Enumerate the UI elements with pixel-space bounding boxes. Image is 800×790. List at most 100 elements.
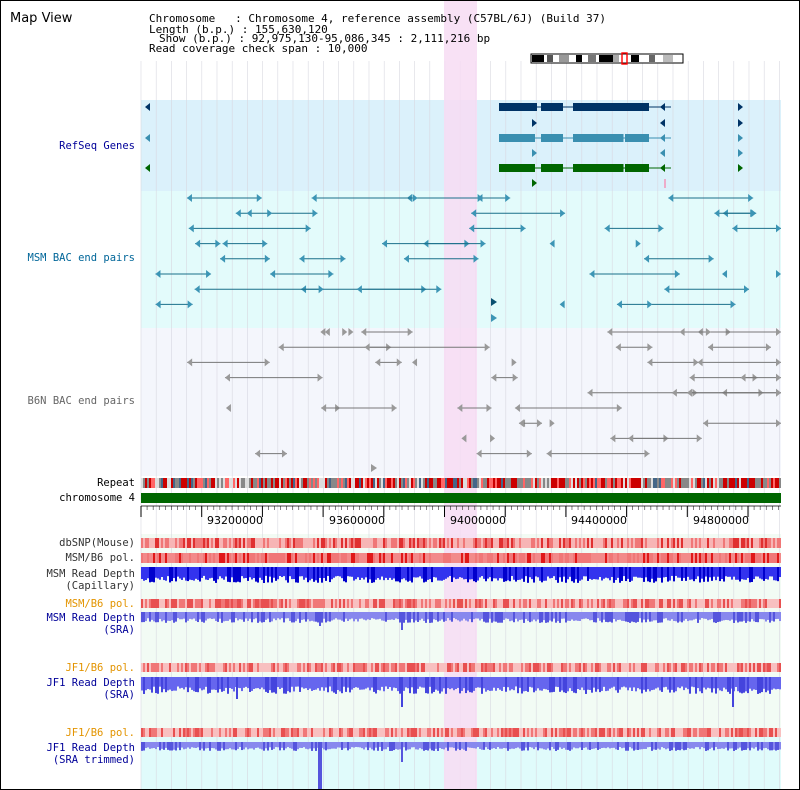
polymorphism-cell bbox=[155, 538, 157, 548]
repeat-segment bbox=[285, 478, 287, 488]
read-depth-bar bbox=[683, 612, 685, 621]
polymorphism-cell bbox=[507, 599, 509, 608]
repeat-segment bbox=[619, 478, 621, 488]
polymorphism-cell bbox=[663, 663, 665, 672]
repeat-segment bbox=[417, 478, 419, 488]
bac-end-marker bbox=[220, 254, 226, 263]
polymorphism-cell bbox=[709, 538, 711, 548]
read-depth-bar bbox=[759, 677, 761, 694]
polymorphism-cell bbox=[649, 538, 651, 548]
polymorphism-cell bbox=[413, 538, 415, 548]
ruler-tick-label: 94000000 bbox=[450, 514, 506, 527]
read-depth-bar bbox=[371, 612, 373, 619]
read-depth-bar bbox=[205, 742, 207, 749]
polymorphism-cell bbox=[643, 538, 645, 548]
polymorphism-cell bbox=[471, 728, 473, 737]
read-depth-bar bbox=[291, 567, 293, 580]
read-depth-bar bbox=[681, 677, 683, 687]
polymorphism-cell bbox=[727, 599, 729, 608]
read-depth-bar bbox=[307, 742, 309, 750]
read-depth-bar bbox=[663, 742, 665, 749]
polymorphism-cell bbox=[673, 599, 675, 608]
read-depth-bar bbox=[713, 677, 715, 689]
polymorphism-cell bbox=[699, 728, 701, 737]
polymorphism-cell bbox=[639, 663, 641, 672]
polymorphism-cell bbox=[735, 728, 737, 737]
read-depth-bar bbox=[587, 612, 589, 620]
repeat-segment bbox=[207, 478, 209, 488]
polymorphism-cell bbox=[241, 538, 243, 548]
polymorphism-cell bbox=[595, 538, 597, 548]
repeat-segment bbox=[675, 478, 677, 488]
bac-end-marker bbox=[615, 343, 621, 352]
read-depth-bar bbox=[699, 742, 701, 750]
polymorphism-cell bbox=[531, 599, 533, 608]
gene-arrow bbox=[738, 119, 743, 127]
polymorphism-cell bbox=[449, 728, 451, 737]
polymorphism-cell bbox=[269, 553, 271, 563]
polymorphism-cell bbox=[401, 728, 403, 737]
polymorphism-cell bbox=[167, 538, 169, 548]
read-depth-bar bbox=[713, 612, 715, 623]
polymorphism-cell bbox=[427, 538, 429, 548]
polymorphism-cell bbox=[577, 728, 579, 737]
read-depth-bar bbox=[243, 677, 245, 688]
polymorphism-cell bbox=[349, 599, 351, 608]
polymorphism-cell bbox=[755, 599, 757, 608]
polymorphism-cell bbox=[535, 728, 537, 737]
read-depth-bar bbox=[729, 612, 731, 621]
polymorphism-cell bbox=[383, 599, 385, 608]
read-depth-bar bbox=[159, 612, 161, 619]
polymorphism-cell bbox=[481, 553, 483, 563]
track-label-b6n-bac[interactable]: B6N BAC end pairs bbox=[27, 395, 135, 407]
track-label-msm-bac[interactable]: MSM BAC end pairs bbox=[27, 252, 135, 264]
read-depth-bar bbox=[523, 567, 525, 582]
polymorphism-cell bbox=[575, 599, 577, 608]
read-depth-bar bbox=[675, 677, 677, 692]
read-depth-bar bbox=[355, 742, 357, 747]
read-depth-bar bbox=[613, 612, 615, 619]
read-depth-bar bbox=[333, 612, 335, 620]
polymorphism-cell bbox=[499, 553, 501, 563]
read-depth-bar bbox=[567, 612, 569, 621]
polymorphism-cell bbox=[495, 553, 497, 563]
polymorphism-cell bbox=[469, 538, 471, 548]
polymorphism-cell bbox=[413, 728, 415, 737]
polymorphism-cell bbox=[443, 663, 445, 672]
repeat-segment bbox=[431, 478, 433, 488]
polymorphism-cell bbox=[589, 599, 591, 608]
read-depth-bar bbox=[187, 612, 189, 621]
polymorphism-cell bbox=[407, 663, 409, 672]
polymorphism-cell bbox=[369, 599, 371, 608]
read-depth-bar bbox=[257, 742, 259, 748]
polymorphism-cell bbox=[339, 553, 341, 563]
polymorphism-cell bbox=[251, 663, 253, 672]
read-depth-bar bbox=[413, 567, 415, 578]
repeat-segment bbox=[203, 478, 205, 488]
read-depth-bar bbox=[713, 567, 715, 577]
read-depth-bar bbox=[495, 567, 497, 579]
read-depth-bar bbox=[683, 567, 685, 578]
read-depth-bar bbox=[193, 742, 195, 748]
polymorphism-cell bbox=[591, 553, 593, 563]
read-depth-bar bbox=[465, 567, 467, 580]
polymorphism-cell bbox=[469, 663, 471, 672]
polymorphism-cell bbox=[195, 553, 197, 563]
polymorphism-cell bbox=[389, 538, 391, 548]
polymorphism-cell bbox=[593, 663, 595, 672]
polymorphism-cell bbox=[461, 538, 463, 548]
track-label-refseq[interactable]: RefSeq Genes bbox=[59, 140, 135, 152]
polymorphism-cell bbox=[385, 553, 387, 563]
repeat-segment bbox=[399, 478, 401, 488]
polymorphism-cell bbox=[701, 728, 703, 737]
polymorphism-cell bbox=[747, 553, 749, 563]
polymorphism-cell bbox=[191, 663, 193, 672]
polymorphism-cell bbox=[395, 553, 397, 563]
read-depth-bar bbox=[629, 612, 631, 623]
polymorphism-cell bbox=[751, 599, 753, 608]
polymorphism-cell bbox=[611, 663, 613, 672]
read-depth-bar bbox=[639, 742, 641, 750]
polymorphism-cell bbox=[777, 663, 779, 672]
polymorphism-cell bbox=[301, 663, 303, 672]
